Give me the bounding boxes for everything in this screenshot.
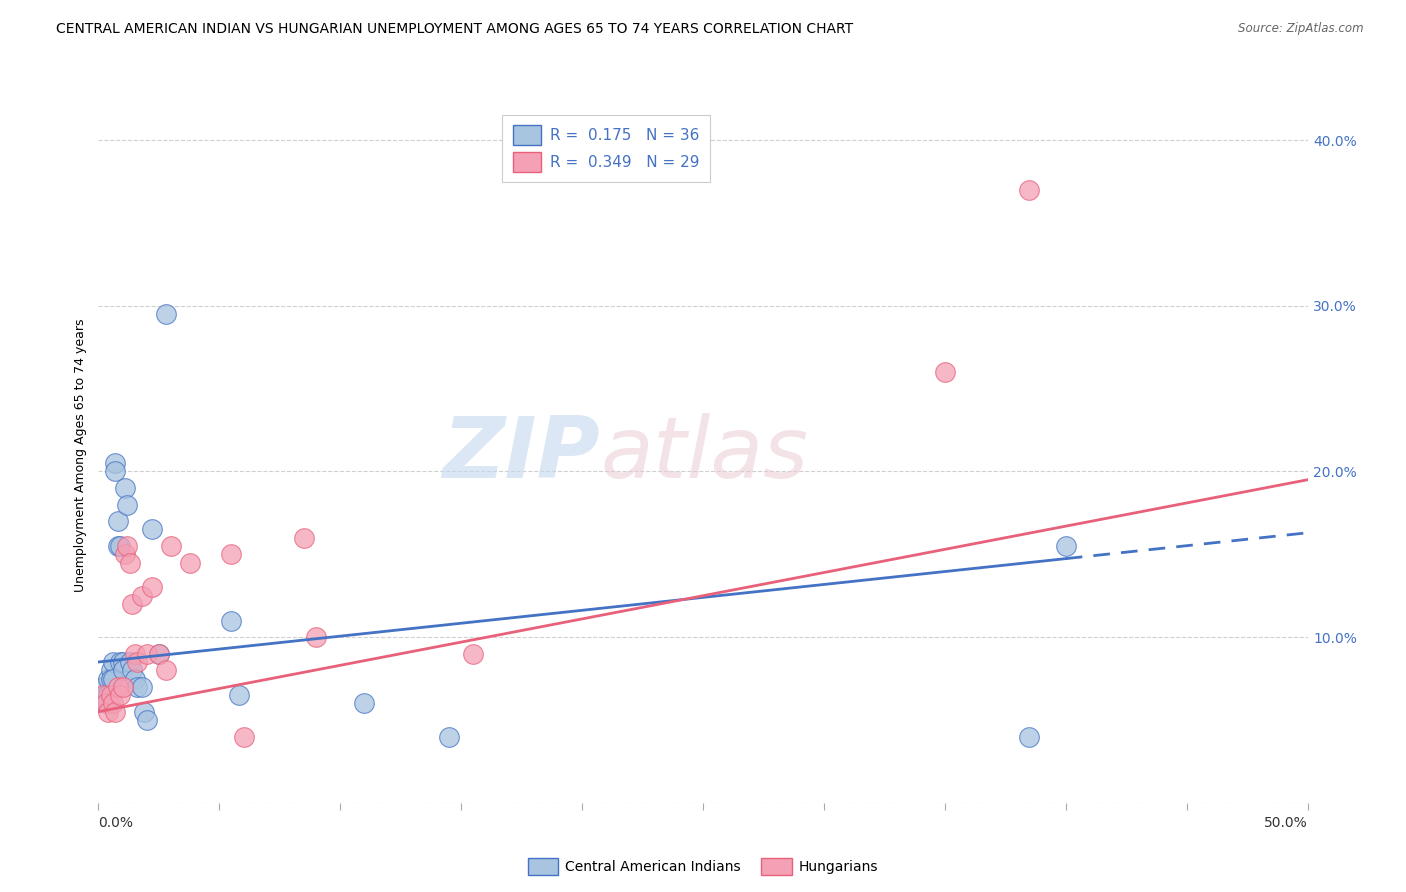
Point [97,672,120,686]
Point [124,672,146,686]
Point [97,697,120,711]
Point [155,307,177,321]
Point [118,655,141,669]
Point [292,531,315,545]
Point [135,713,157,727]
Point [104,465,127,479]
Point [108,539,131,553]
Point [100,672,122,686]
Text: ZIP: ZIP [443,413,600,497]
Point [135,647,157,661]
Text: Source: ZipAtlas.com: Source: ZipAtlas.com [1239,22,1364,36]
Point [101,655,124,669]
Point [1018,183,1040,197]
Point [108,655,131,669]
Point [94,697,117,711]
Point [114,547,136,561]
Point [463,647,485,661]
Point [121,663,143,677]
Point [141,523,163,537]
Point [107,539,129,553]
Point [111,655,134,669]
Point [228,688,250,702]
Point [111,663,134,677]
Point [232,730,254,744]
Point [127,680,149,694]
Point [121,597,143,611]
Point [134,705,156,719]
Point [101,672,124,686]
Point [148,647,170,661]
Point [117,539,139,553]
Point [104,705,127,719]
Point [131,589,153,603]
Point [1018,730,1040,744]
Point [114,481,136,495]
Point [179,556,201,570]
Point [124,647,146,661]
Point [100,663,122,677]
Point [107,680,129,694]
Point [111,680,134,694]
Text: atlas: atlas [600,413,808,497]
Point [94,688,117,702]
Point [100,688,122,702]
Text: 0.0%: 0.0% [98,816,134,830]
Point [97,705,120,719]
Text: 50.0%: 50.0% [1264,816,1308,830]
Text: CENTRAL AMERICAN INDIAN VS HUNGARIAN UNEMPLOYMENT AMONG AGES 65 TO 74 YEARS CORR: CENTRAL AMERICAN INDIAN VS HUNGARIAN UNE… [56,22,853,37]
Point [94,697,117,711]
Point [148,647,170,661]
Point [101,697,124,711]
Point [1054,539,1077,553]
Point [221,614,243,628]
Point [97,688,120,702]
Point [108,688,131,702]
Point [107,514,129,528]
Point [437,730,460,744]
Point [131,680,153,694]
Point [117,498,139,512]
Point [91,680,114,694]
Point [91,688,114,702]
Legend: Central American Indians, Hungarians: Central American Indians, Hungarians [522,853,884,880]
Point [104,456,127,470]
Point [305,630,328,644]
Point [221,547,243,561]
Point [141,581,163,595]
Y-axis label: Unemployment Among Ages 65 to 74 years: Unemployment Among Ages 65 to 74 years [73,318,87,591]
Point [934,365,956,379]
Point [155,663,177,677]
Point [127,655,149,669]
Point [118,556,141,570]
Legend: R =  0.175   N = 36, R =  0.349   N = 29: R = 0.175 N = 36, R = 0.349 N = 29 [502,115,710,182]
Point [353,697,375,711]
Point [160,539,183,553]
